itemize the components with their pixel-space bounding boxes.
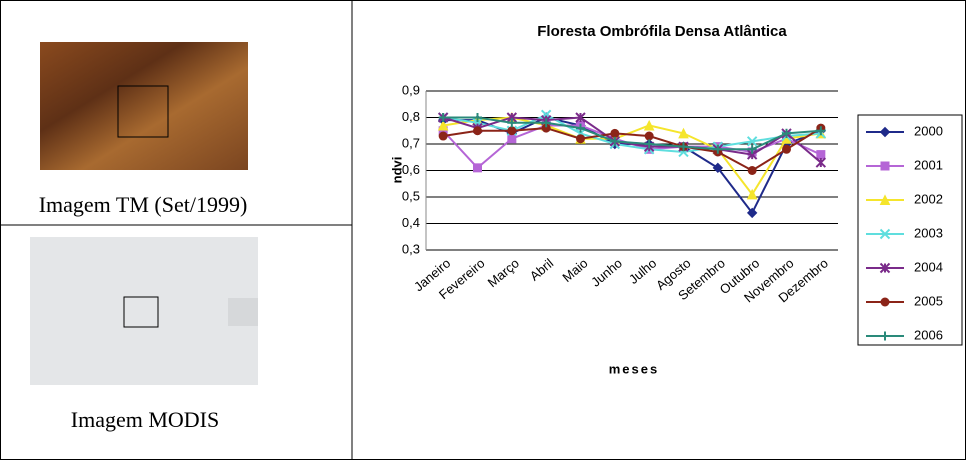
y-tick-label: 0,4 (402, 215, 420, 230)
y-tick-label: 0,3 (402, 241, 420, 256)
legend-marker (880, 331, 890, 341)
series-line (442, 116, 822, 164)
marker (507, 134, 517, 144)
caption: Imagem TM (Set/1999) (39, 192, 248, 217)
marker (678, 127, 689, 139)
marker (610, 128, 620, 138)
marker (815, 157, 827, 168)
marker (438, 113, 448, 122)
marker (746, 188, 758, 200)
marker (610, 136, 620, 146)
marker (747, 144, 757, 154)
marker (541, 118, 551, 128)
y-axis-label: ndvi (389, 157, 404, 184)
legend-label: 2001 (914, 157, 943, 172)
legend (857, 114, 963, 346)
legend-label: 2000 (914, 123, 943, 138)
marker (816, 150, 826, 160)
legend-label: 2006 (914, 327, 943, 342)
y-tick-label: 0,9 (402, 82, 420, 97)
marker (782, 128, 791, 138)
legend-label: 2005 (914, 293, 943, 308)
series-line (443, 113, 821, 153)
x-axis-label: meses (609, 361, 659, 376)
legend-marker (880, 161, 890, 171)
y-tick-label: 0,6 (402, 162, 420, 177)
y-tick-label: 0,7 (402, 135, 420, 150)
marker (679, 142, 688, 152)
x-tick-label: Junho (588, 255, 625, 289)
marker (576, 123, 585, 133)
series-line (443, 116, 821, 197)
legend-marker (879, 126, 891, 138)
y-tick-label: 0,8 (402, 109, 420, 124)
marker (507, 126, 517, 136)
tm-image (40, 42, 248, 170)
chart-title: Floresta Ombrófila Densa Atlântica (537, 23, 787, 40)
legend-marker (879, 228, 891, 240)
caption: Imagem MODIS (71, 407, 219, 432)
marker (746, 207, 758, 219)
marker (747, 166, 757, 175)
legend-label: 2003 (914, 225, 943, 240)
marker (644, 139, 654, 149)
marker (575, 112, 586, 123)
marker (541, 123, 551, 133)
modis-image (30, 237, 258, 385)
series-line (443, 116, 821, 151)
legend-marker (880, 297, 890, 307)
marker (438, 126, 448, 136)
legend-label: 2004 (914, 259, 943, 274)
marker (782, 144, 791, 154)
y-tick-label: 0,5 (402, 188, 420, 203)
marker (712, 162, 724, 174)
marker (438, 131, 448, 141)
legend-label: 2002 (914, 191, 943, 206)
marker (473, 113, 482, 122)
roi-box (117, 85, 169, 138)
marker (437, 119, 449, 131)
marker (816, 126, 826, 136)
roi-box (123, 296, 159, 328)
series-line (443, 127, 822, 172)
modis-pixel (228, 298, 258, 326)
x-tick-label: Abril (527, 255, 557, 283)
marker (507, 118, 517, 128)
marker (644, 131, 654, 141)
legend-marker (879, 194, 891, 205)
marker (473, 126, 482, 136)
x-tick-label: Março (485, 255, 522, 290)
x-tick-label: Maio (559, 255, 590, 285)
marker (713, 144, 723, 154)
marker (473, 163, 482, 173)
legend-marker (879, 262, 891, 274)
marker (576, 134, 585, 144)
marker (643, 119, 655, 131)
marker (746, 136, 758, 147)
